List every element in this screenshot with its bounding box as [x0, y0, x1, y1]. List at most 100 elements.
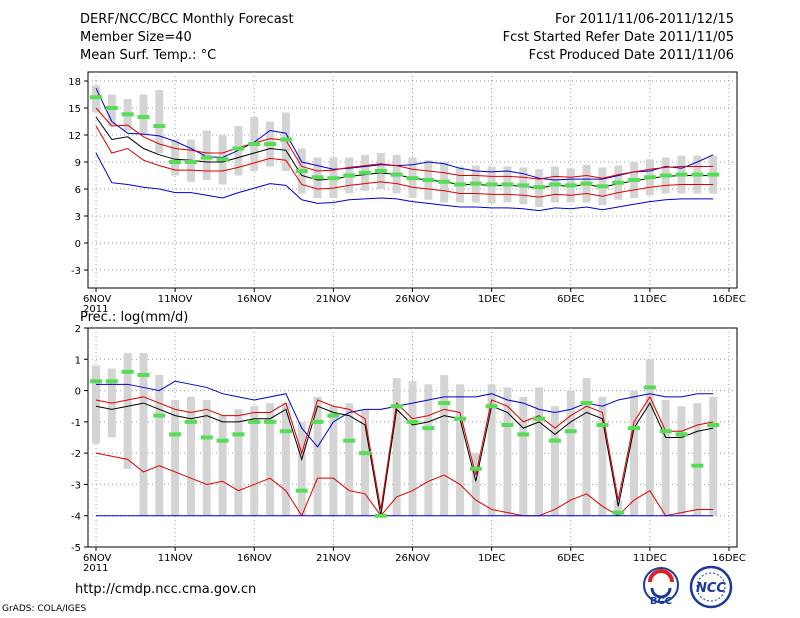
prec-median-mark	[564, 429, 577, 434]
prec-member-box	[408, 381, 417, 516]
temp-median-mark	[137, 115, 150, 119]
temp-series-spread_upper	[95, 107, 714, 180]
temp-median-mark	[311, 175, 324, 180]
prec-member-box	[139, 353, 148, 516]
ncc-logo: NCC	[689, 565, 733, 609]
temp-median-mark	[501, 182, 514, 187]
temp-median-mark	[90, 95, 102, 100]
prec-ytick-label: -2	[71, 449, 81, 460]
prec-xtick-label: 21NOV	[316, 553, 351, 564]
temp-median-mark	[580, 181, 593, 186]
prec-member-box	[392, 378, 401, 516]
temp-median-mark	[612, 180, 625, 185]
temp-median-mark	[628, 178, 641, 182]
temp-series-spread_lower	[95, 125, 714, 198]
temp-median-mark	[453, 182, 466, 187]
prec-ytick-label: -5	[71, 543, 81, 554]
prec-median-mark	[628, 426, 641, 431]
prec-member-box	[455, 384, 464, 516]
prec-member-box	[535, 387, 544, 516]
prec-median-mark	[264, 419, 277, 424]
temp-xtick-label: 6DEC	[557, 294, 584, 305]
temp-ytick-label: -3	[71, 266, 81, 277]
prec-ytick-label: -3	[71, 480, 81, 491]
temp-xtick-label: 26NOV	[395, 294, 430, 305]
prec-xtick-label: 16DEC	[712, 553, 746, 564]
temp-median-mark	[422, 178, 435, 182]
prec-member-box	[329, 406, 338, 516]
prec-xtick-label: 11NOV	[158, 553, 193, 564]
temp-median-mark	[596, 184, 609, 189]
prec-median-mark	[501, 422, 514, 427]
prec-member-box	[186, 396, 195, 516]
temp-member-box	[171, 139, 180, 176]
temp-series-min	[95, 152, 714, 212]
prec-xtick-label: 1DEC	[478, 553, 505, 564]
prec-xtick-label: 2011	[83, 563, 108, 574]
temp-median-mark	[200, 155, 213, 160]
temp-ytick-label: 0	[75, 239, 81, 250]
temp-median-mark	[406, 176, 419, 181]
temp-median-mark	[548, 182, 561, 187]
prec-member-box	[566, 390, 575, 516]
prec-median-mark	[533, 416, 546, 421]
temp-series-max	[95, 87, 714, 181]
prec-xtick-label: 11DEC	[633, 553, 667, 564]
prec-member-box	[361, 409, 370, 516]
prec-member-box	[550, 406, 559, 516]
prec-median-mark	[548, 438, 561, 443]
temp-median-mark	[248, 142, 261, 146]
temp-median-mark	[232, 146, 245, 151]
prec-member-box	[582, 378, 591, 516]
prec-median-mark	[675, 432, 688, 437]
grads-credit: GrADS: COLA/IGES	[2, 604, 87, 614]
prec-median-mark	[311, 419, 324, 424]
temp-member-box	[281, 112, 290, 171]
temp-median-mark	[374, 169, 387, 173]
prec-member-box	[693, 403, 702, 516]
prec-member-box	[155, 374, 164, 516]
prec-median-mark	[153, 413, 166, 418]
prec-member-box	[345, 403, 354, 516]
prec-median-mark	[137, 372, 150, 377]
temp-median-mark	[343, 173, 356, 178]
prec-member-box	[487, 384, 496, 516]
prec-median-mark	[200, 435, 213, 440]
prec-member-box	[503, 387, 512, 516]
temp-median-mark	[153, 124, 166, 128]
prec-median-mark	[453, 416, 466, 421]
source-url[interactable]: http://cmdp.ncc.cma.gov.cn	[75, 582, 257, 597]
prec-member-box	[661, 399, 670, 516]
prec-member-box	[424, 384, 433, 516]
temp-median-mark	[517, 183, 530, 188]
prec-median-mark	[517, 432, 530, 437]
prec-median-mark	[248, 419, 261, 424]
bcc-logo: BCC	[643, 567, 679, 607]
prec-median-mark	[390, 404, 403, 409]
temp-median-mark	[659, 173, 672, 178]
temp-median-mark	[216, 157, 229, 162]
prec-member-box	[266, 403, 275, 516]
temp-xtick-label: 2011	[83, 304, 108, 315]
prec-median-mark	[279, 429, 292, 434]
prec-member-box	[281, 403, 290, 516]
prec-median-mark	[612, 510, 625, 515]
prec-variable-label: Prec.: log(mm/d)	[80, 310, 188, 325]
temp-median-mark	[707, 172, 720, 177]
temp-median-mark	[105, 106, 118, 110]
prec-median-mark	[169, 432, 182, 437]
temp-xtick-label: 21NOV	[316, 294, 351, 305]
prec-member-box	[519, 396, 528, 516]
prec-median-mark	[216, 438, 229, 443]
prec-ytick-label: -1	[71, 418, 81, 429]
forecast-period: For 2011/11/06-2011/12/15	[555, 12, 734, 27]
prec-ytick-label: 0	[75, 387, 81, 398]
prec-member-box	[202, 399, 211, 516]
temp-ytick-label: 15	[68, 104, 81, 115]
prec-median-mark	[438, 401, 451, 406]
prec-median-mark	[105, 379, 118, 384]
prec-median-mark	[707, 422, 720, 427]
prec-member-box	[440, 374, 449, 516]
